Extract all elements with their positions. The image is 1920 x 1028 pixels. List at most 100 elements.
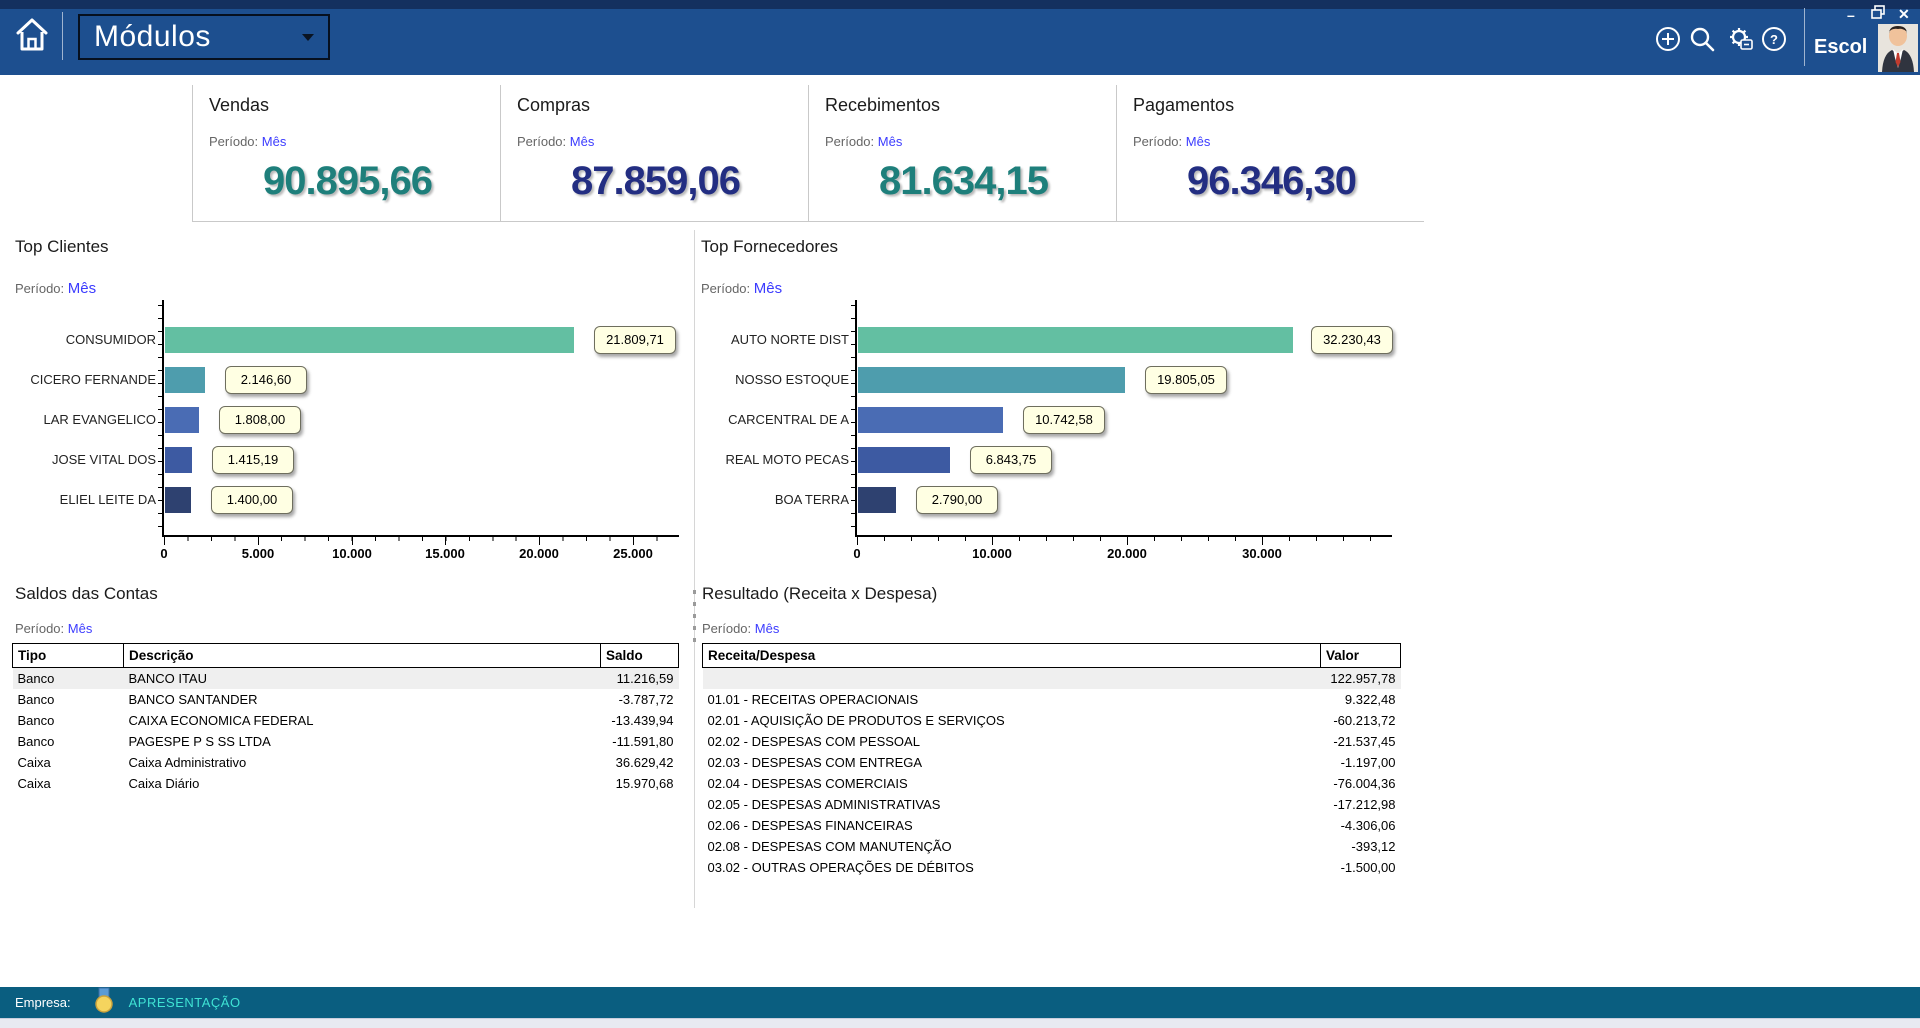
cell-label: 02.04 - DESPESAS COMERCIAIS [707,775,908,791]
cell-label: 01.01 - RECEITAS OPERACIONAIS [707,691,919,707]
help-button[interactable]: ? [1760,25,1788,53]
kpi-value: 96.346,30 [1187,159,1357,203]
table-row[interactable]: 122.957,78 [702,667,1401,689]
bar-real-moto [858,447,950,473]
table-row[interactable]: 03.02 - OUTRAS OPERAÇÕES DE DÉBITOS -1.50… [703,857,1401,878]
table-row[interactable]: Banco BANCO ITAU 11.216,59 [12,667,679,689]
resultado-header-row: Receita/Despesa Valor [702,643,1401,668]
period-label: Período: [825,134,875,149]
cell-tipo: Caixa [17,754,51,770]
kpi-card-compras: Compras Período: Mês 87.859,06 [500,85,808,221]
module-dropdown[interactable]: Módulos [78,14,330,60]
period-value-link[interactable]: Mês [67,621,93,636]
value-box: 32.230,43 [1311,326,1393,354]
tick [258,537,259,545]
table-row[interactable]: 02.01 - AQUISIÇÃO DE PRODUTOS E SERVIÇOS… [703,710,1401,731]
table-row[interactable]: 02.02 - DESPESAS COM PESSOAL -21.537,45 [703,731,1401,752]
tick [164,537,165,545]
cell-tipo: Caixa [17,775,51,791]
period-value-link[interactable]: Mês [877,134,903,149]
search-button[interactable] [1688,25,1716,53]
period-value-link[interactable]: Mês [1185,134,1211,149]
minimize-button[interactable]: – [1847,7,1855,23]
cell-descricao: PAGESPE P S SS LTDA [128,733,271,749]
period-label: Período: [517,134,567,149]
period-value-link[interactable]: Mês [753,280,783,297]
chevron-down-icon [302,33,314,41]
table-row[interactable]: 02.03 - DESPESAS COM ENTREGA -1.197,00 [703,752,1401,773]
bar-consumidor [165,327,574,353]
home-button[interactable] [12,13,52,55]
value-box: 21.809,71 [594,326,676,354]
period-value-link[interactable]: Mês [754,621,780,636]
section-splitter[interactable] [693,230,696,908]
period-label: Período: [15,281,65,296]
table-row[interactable]: Banco BANCO SANTANDER -3.787,72 [13,689,679,710]
add-button[interactable] [1654,25,1682,53]
kpi-value: 90.895,66 [263,159,433,203]
period-value-link[interactable]: Mês [569,134,595,149]
table-row[interactable]: 01.01 - RECEITAS OPERACIONAIS 9.322,48 [703,689,1401,710]
resultado-title: Resultado (Receita x Despesa) [702,584,938,603]
bar-carcentral [858,407,1003,433]
bar-label: CARCENTRAL DE A [728,412,849,427]
cell-valor: -60.213,72 [1333,712,1396,728]
kpi-period: Período: Mês [517,134,808,149]
tick [992,537,993,545]
table-row[interactable]: 02.04 - DESPESAS COMERCIAIS -76.004,36 [703,773,1401,794]
company-name-link[interactable]: APRESENTAÇÃO [128,995,241,1010]
medal-icon [93,987,115,1018]
kpi-value: 81.634,15 [879,159,1049,203]
cell-tipo: Banco [12,667,124,689]
module-dropdown-label: Módulos [94,20,211,53]
table-row[interactable]: Banco CAIXA ECONOMICA FEDERAL -13.439,94 [13,710,679,731]
table-row[interactable]: Caixa Caixa Administrativo 36.629,42 [13,752,679,773]
table-row[interactable]: Banco PAGESPE P S SS LTDA -11.591,80 [13,731,679,752]
table-row[interactable]: 02.05 - DESPESAS ADMINISTRATIVAS -17.212,… [703,794,1401,815]
restore-button[interactable] [1871,5,1886,21]
top-clientes-period: Período: Mês [15,280,96,297]
resultado-period: Período: Mês [702,621,779,636]
clientes-y-axis [162,300,164,537]
table-row[interactable]: 02.06 - DESPESAS FINANCEIRAS -4.306,06 [703,815,1401,836]
cell-valor: 122.957,78 [1320,667,1401,689]
bar-label: CONSUMIDOR [65,332,156,347]
table-row[interactable]: 02.08 - DESPESAS COM MANUTENÇÃO -393,12 [703,836,1401,857]
kpi-title: Pagamentos [1133,95,1235,115]
cell-descricao: CAIXA ECONOMICA FEDERAL [128,712,314,728]
period-value-link[interactable]: Mês [67,280,97,297]
tick [1262,537,1263,545]
kpi-value: 87.859,06 [571,159,741,203]
table-row[interactable]: Caixa Caixa Diário 15.970,68 [13,773,679,794]
cell-descricao: Caixa Diário [128,775,200,791]
bar-label: ELIEL LEITE DA [59,492,156,507]
tick-label: 30.000 [1242,546,1282,561]
help-icon: ? [1760,27,1788,57]
user-avatar-icon [1878,24,1918,76]
cell-saldo: 36.629,42 [615,754,674,770]
user-avatar[interactable] [1878,24,1918,72]
kpi-title: Recebimentos [825,95,941,115]
saldos-header-row: Tipo Descrição Saldo [12,643,679,668]
bar-label: AUTO NORTE DIST [731,332,849,347]
kpi-bottom-rule [192,221,1424,222]
period-label: Período: [702,621,752,636]
value-box: 10.742,58 [1023,406,1105,434]
fornecedores-x-axis [855,535,1392,537]
header-divider-right [1804,8,1805,66]
settings-button[interactable] [1726,25,1754,53]
cell-valor: -76.004,36 [1333,775,1396,791]
value-box: 1.400,00 [211,486,293,514]
bar-boa-terra [858,487,896,513]
period-value-link[interactable]: Mês [261,134,287,149]
bar-eliel [165,487,191,513]
close-button[interactable]: ✕ [1898,6,1910,22]
cell-descricao: BANCO ITAU [123,667,601,689]
kpi-title: Vendas [209,95,270,115]
tick [352,537,353,545]
bottom-strip [0,1018,1920,1028]
bar-cicero [165,367,205,393]
tick-label: 0 [853,546,861,561]
tick-label: 20.000 [1107,546,1147,561]
